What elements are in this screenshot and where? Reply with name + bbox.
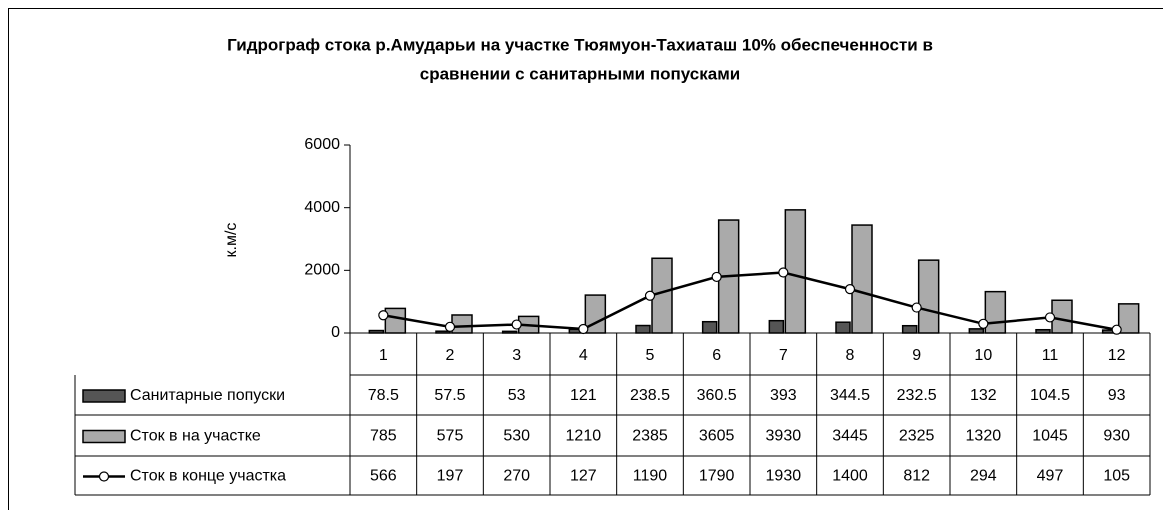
bar xyxy=(968,328,985,334)
bar xyxy=(701,320,718,334)
marker xyxy=(644,290,656,301)
x-tick-label: 12 xyxy=(1108,347,1126,364)
bar xyxy=(768,319,785,334)
legend-key xyxy=(82,429,126,444)
table-value: 105 xyxy=(1103,468,1130,485)
line xyxy=(383,271,1117,331)
x-tick-label: 11 xyxy=(1042,347,1059,364)
bar xyxy=(501,330,518,334)
x-tick-label: 2 xyxy=(446,347,455,364)
legend-key xyxy=(98,471,110,482)
y-tick-label: 0 xyxy=(331,324,340,341)
bar xyxy=(435,330,451,334)
table-value: 238.5 xyxy=(630,387,670,404)
table-value: 104.5 xyxy=(1030,387,1070,404)
bar xyxy=(584,294,607,334)
table-value: 1190 xyxy=(633,468,668,485)
table-value: 1210 xyxy=(566,428,602,445)
marker xyxy=(911,302,922,313)
x-tick-label: 7 xyxy=(779,347,788,364)
table-value: 497 xyxy=(1037,468,1064,485)
legend-key xyxy=(82,389,126,403)
bar xyxy=(368,329,385,334)
table-value: 530 xyxy=(503,428,530,445)
marker xyxy=(978,318,989,329)
table-value: 1790 xyxy=(699,468,735,485)
bar xyxy=(917,259,940,334)
table-value: 121 xyxy=(570,387,597,404)
bar xyxy=(635,324,651,334)
bar xyxy=(835,321,851,334)
marker xyxy=(1111,324,1122,335)
marker xyxy=(844,284,856,295)
table-value: 57.5 xyxy=(434,387,465,404)
bar xyxy=(784,209,807,334)
frame xyxy=(8,8,1163,510)
table-value: 78.5 xyxy=(368,387,399,404)
table-value: 1320 xyxy=(966,428,1002,445)
x-tick-label: 10 xyxy=(974,347,992,364)
bar xyxy=(851,224,873,334)
table-value: 3930 xyxy=(766,428,802,445)
x-tick-label: 6 xyxy=(712,347,721,364)
x-tick-label: 4 xyxy=(579,347,588,364)
x-tick-label: 3 xyxy=(512,347,521,364)
marker xyxy=(1044,312,1056,323)
table-value: 197 xyxy=(437,468,464,485)
table-value: 127 xyxy=(570,468,597,485)
legend-label: Сток в конце участка xyxy=(130,468,286,485)
bar xyxy=(451,314,473,334)
bar xyxy=(1117,303,1140,334)
x-tick-label: 1 xyxy=(379,347,388,364)
table-value: 2325 xyxy=(899,428,935,445)
bar xyxy=(901,324,918,334)
table-value: 566 xyxy=(370,468,397,485)
legend-label: Сток в на участке xyxy=(130,428,261,445)
table-value: 294 xyxy=(970,468,997,485)
marker xyxy=(578,323,589,335)
table-value: 132 xyxy=(970,387,997,404)
y-tick-label: 6000 xyxy=(304,136,340,153)
table-value: 344.5 xyxy=(830,387,870,404)
table-value: 812 xyxy=(903,468,930,485)
table-value: 53 xyxy=(508,387,526,404)
table-value: 2385 xyxy=(632,428,668,445)
chart-title: сравнении с санитарными попусками xyxy=(420,64,740,83)
x-tick-label: 8 xyxy=(846,347,855,364)
y-axis-label: к.м/с xyxy=(223,223,240,258)
table-value: 3445 xyxy=(832,428,868,445)
marker xyxy=(378,310,389,321)
table-value: 232.5 xyxy=(897,387,937,404)
x-tick-label: 9 xyxy=(912,347,921,364)
table-value: 393 xyxy=(770,387,797,404)
bar xyxy=(984,290,1007,334)
table-value: 1930 xyxy=(766,468,802,485)
marker xyxy=(511,319,522,330)
legend-label: Санитарные попуски xyxy=(130,387,285,404)
chart-title: Гидрограф стока р.Амударьи на участке Тю… xyxy=(227,35,933,54)
table-value: 1400 xyxy=(832,468,868,485)
x-tick-label: 5 xyxy=(646,347,655,364)
table-value: 785 xyxy=(370,428,397,445)
marker xyxy=(711,271,722,283)
table-value: 93 xyxy=(1108,387,1126,404)
bar xyxy=(1035,328,1051,334)
marker xyxy=(444,321,456,332)
table-value: 360.5 xyxy=(697,387,737,404)
table-value: 575 xyxy=(437,428,464,445)
table-value: 930 xyxy=(1103,428,1130,445)
marker xyxy=(778,267,789,278)
table-value: 3605 xyxy=(699,428,735,445)
table-value: 270 xyxy=(503,468,530,485)
table-value: 1045 xyxy=(1032,428,1068,445)
y-tick-label: 4000 xyxy=(304,199,340,216)
y-tick-label: 2000 xyxy=(304,262,340,279)
bar xyxy=(384,307,407,334)
